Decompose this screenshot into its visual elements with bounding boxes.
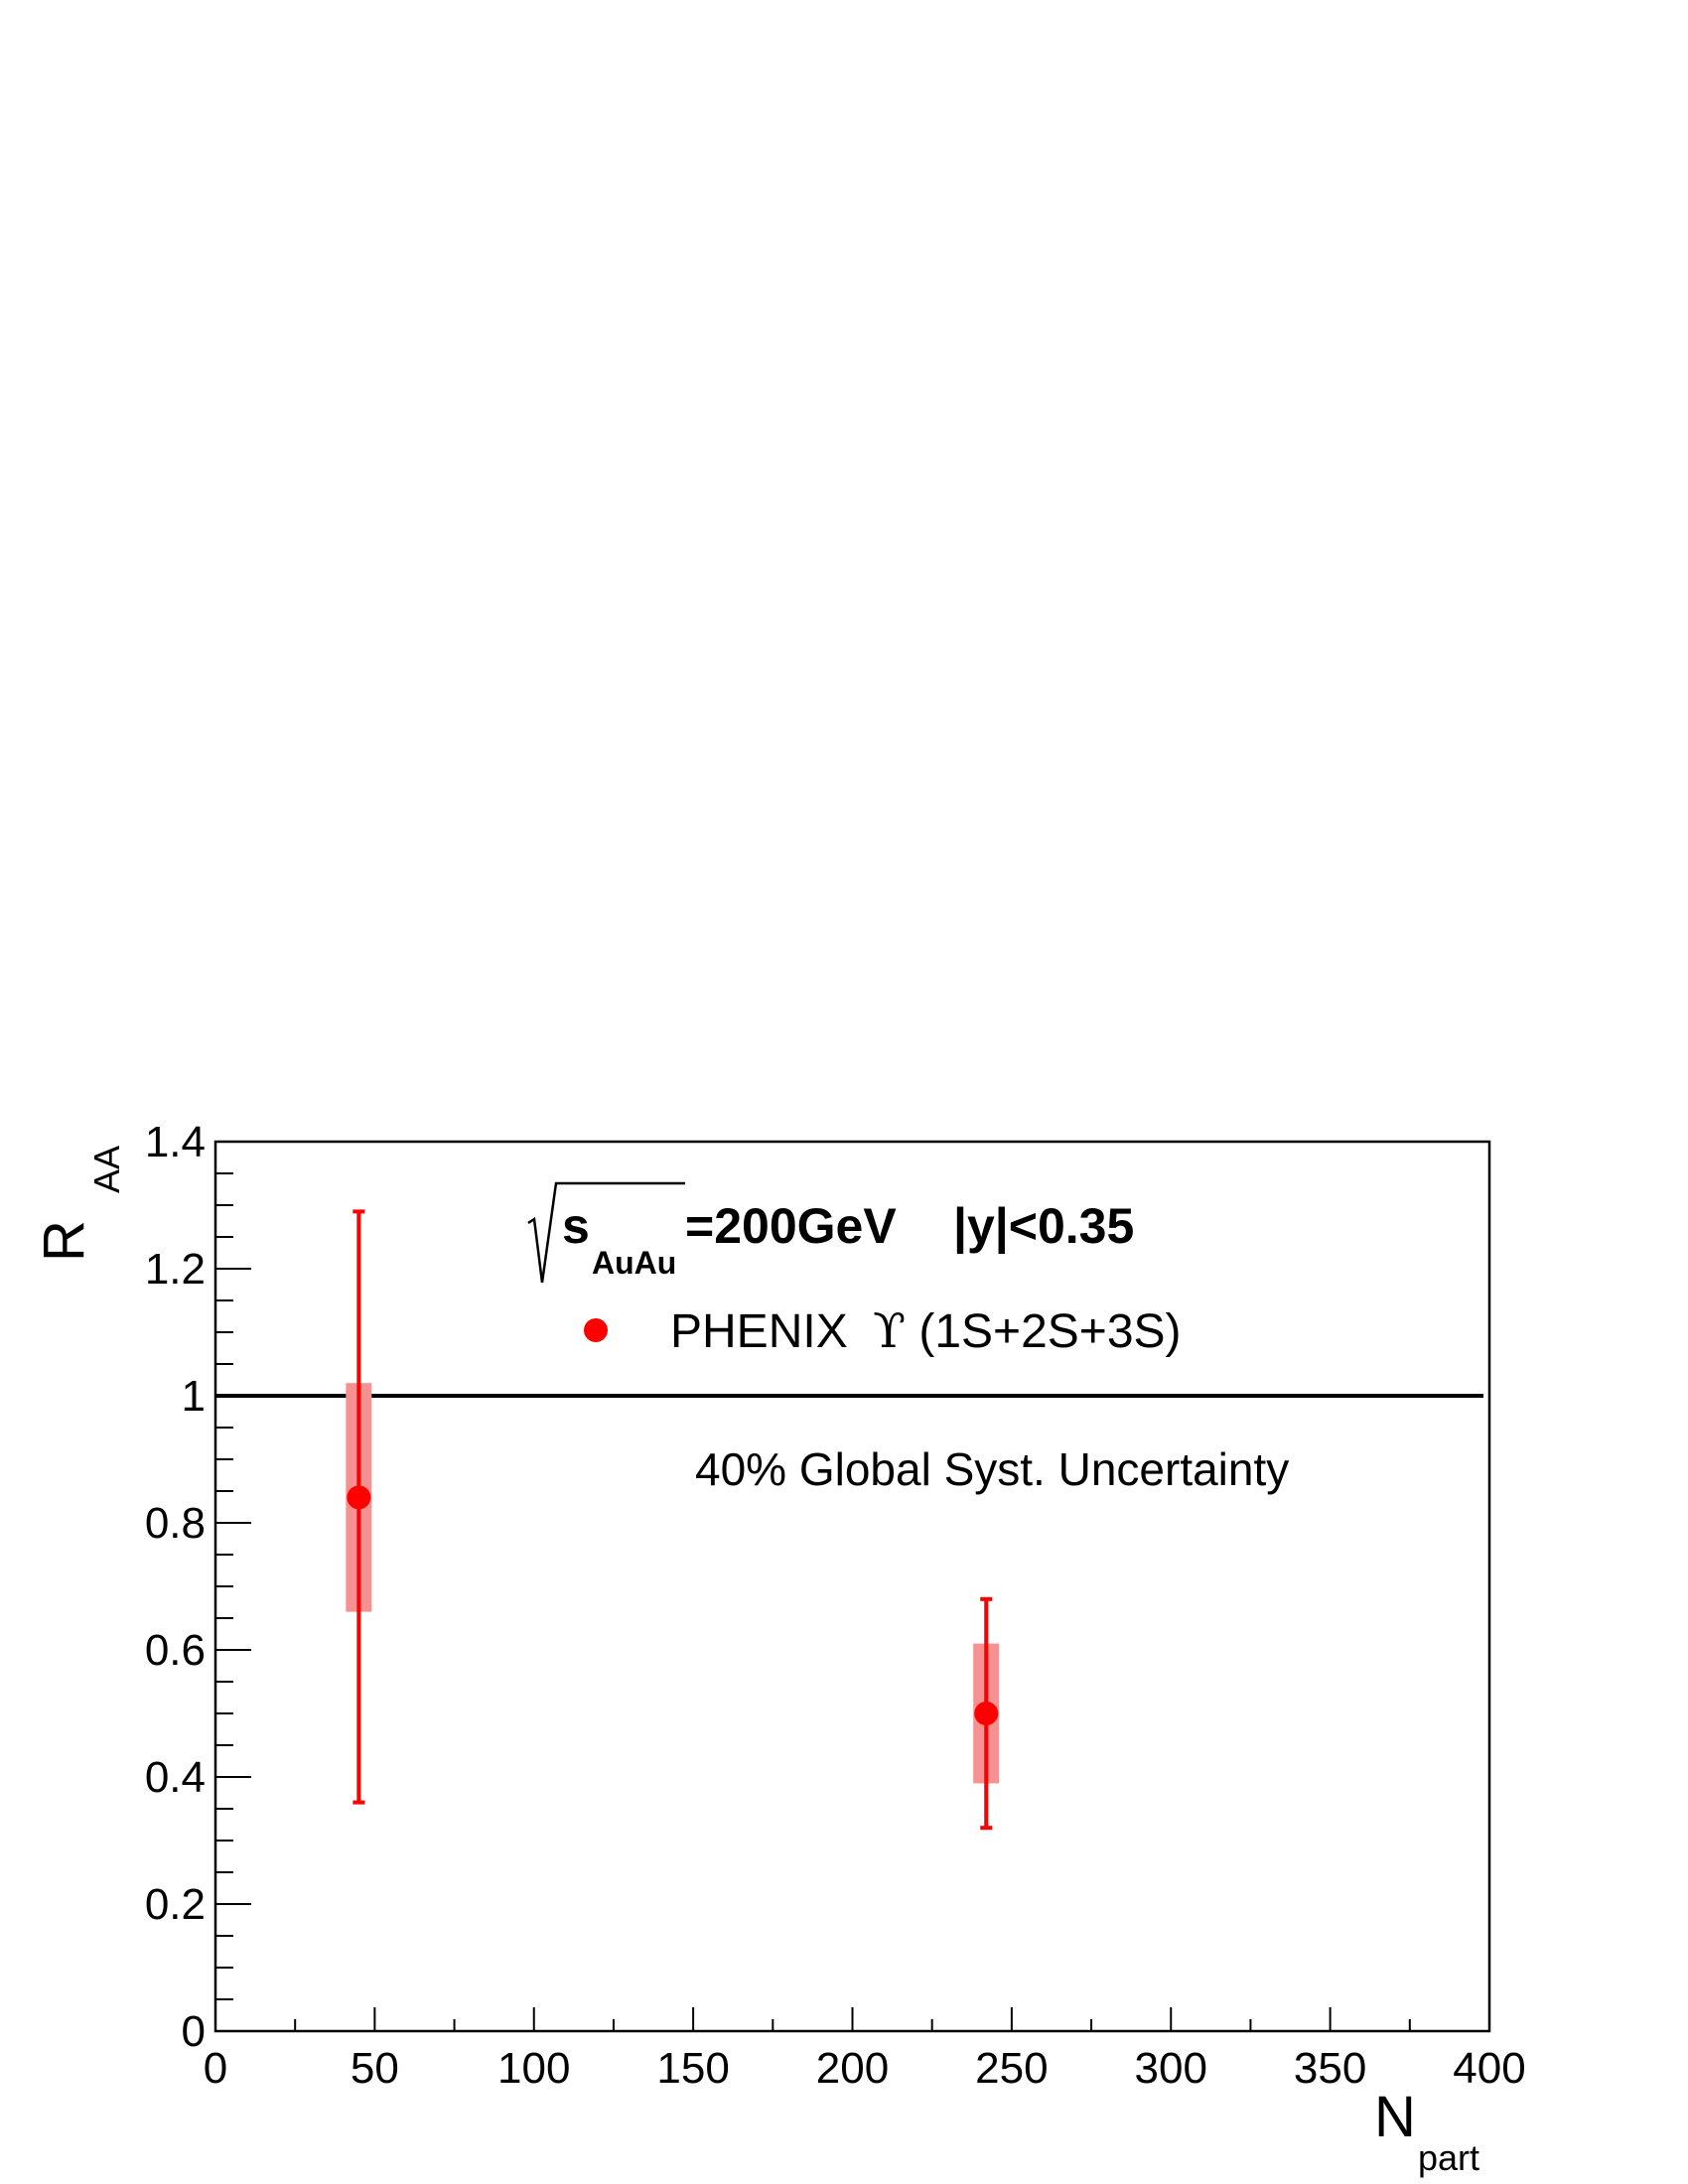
- x-tick-label: 200: [816, 2044, 889, 2093]
- global-syst-note: 40% Global Syst. Uncertainty: [695, 1443, 1289, 1495]
- y-tick-label: 1: [182, 1372, 206, 1421]
- legend-label-suffix: (1S+2S+3S): [918, 1305, 1181, 1358]
- y-tick-label: 0.8: [145, 1499, 206, 1548]
- x-tick-label: 150: [656, 2044, 729, 2093]
- energy-value: =200GeV: [685, 1198, 897, 1254]
- y-axis-title: R: [32, 1220, 96, 1262]
- y-tick-label: 1.4: [145, 1118, 206, 1166]
- y-tick-label: 0: [182, 2007, 206, 2056]
- energy-annotation: s AuAu =200GeV |y|<0.35: [527, 1181, 1134, 1284]
- plot-frame: [213, 1140, 1491, 2033]
- legend-marker: [584, 1318, 608, 1342]
- data-point: [974, 1702, 999, 1725]
- x-tick-label: 100: [497, 2044, 570, 2093]
- x-tick-label: 300: [1135, 2044, 1207, 2093]
- x-tick-label: 250: [975, 2044, 1048, 2093]
- energy-s: s: [562, 1198, 590, 1254]
- legend-label-symbol: ϒ: [873, 1303, 906, 1359]
- y-tick-label: 0.4: [145, 1753, 206, 1802]
- x-axis-title-subscript: part: [1418, 2137, 1479, 2178]
- tick-labels-layer: 0 50 100 150 200 250 300 350 400 0 0.2 0.4 0.6 0.8 1 1.…: [145, 1118, 1526, 2093]
- legend-label-prefix: PHENIX: [670, 1305, 848, 1358]
- x-axis-title: N: [1374, 2085, 1416, 2149]
- x-tick-label: 50: [351, 2044, 399, 2093]
- data-point: [347, 1485, 371, 1510]
- data-points-layer: [347, 1485, 999, 1725]
- y-axis-title-subscript: AA: [86, 1146, 127, 1193]
- y-tick-label: 0.6: [145, 1626, 206, 1675]
- sqrt-symbol: [527, 1181, 685, 1284]
- y-tick-label: 1.2: [145, 1245, 206, 1294]
- y-tick-label: 0.2: [145, 1880, 206, 1929]
- axis-ticks-layer: [214, 1141, 1490, 2032]
- x-tick-label: 0: [204, 2044, 227, 2093]
- x-tick-label: 400: [1453, 2044, 1525, 2093]
- legend: PHENIX ϒ (1S+2S+3S): [584, 1303, 1182, 1359]
- rapidity-cut: |y|<0.35: [953, 1198, 1134, 1255]
- energy-subscript: AuAu: [592, 1245, 676, 1281]
- x-tick-label: 350: [1294, 2044, 1366, 2093]
- legend-label: PHENIX ϒ (1S+2S+3S): [670, 1303, 1182, 1359]
